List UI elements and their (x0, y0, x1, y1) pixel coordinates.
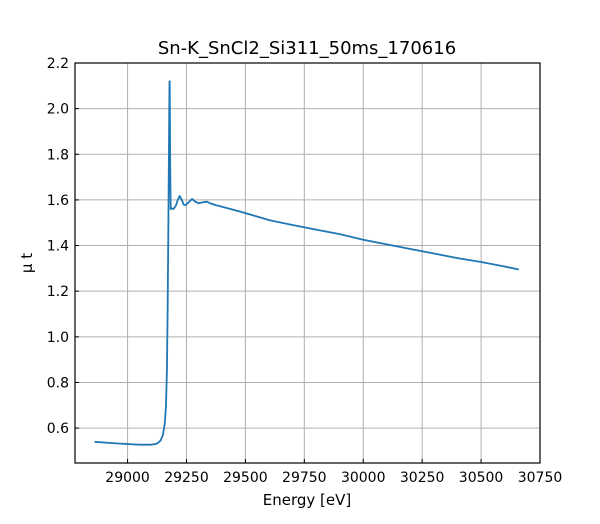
y-axis-ticks: 0.6 0.8 1.0 1.2 1.4 1.6 1.8 2.0 2.2 (47, 56, 79, 437)
y-tick-label: 1.2 (47, 284, 69, 300)
x-tick-label: 29000 (105, 470, 150, 486)
y-tick-label: 1.4 (47, 239, 69, 255)
y-tick-label: 0.8 (47, 375, 69, 391)
y-axis-label: μ t (18, 253, 36, 273)
y-tick-label: 2.2 (47, 56, 69, 72)
plot-frame (74, 62, 541, 464)
x-tick-label: 29250 (164, 470, 209, 486)
x-tick-label: 29750 (282, 470, 327, 486)
x-tick-label: 30750 (518, 470, 563, 486)
y-tick-label: 1.8 (47, 147, 69, 163)
x-axis-ticks: 29000 29250 29500 29750 30000 30250 30500 30750 (105, 459, 562, 486)
x-axis-label: Energy [eV] (263, 491, 351, 509)
grid-lines (75, 62, 541, 463)
y-tick-label: 2.0 (47, 102, 69, 118)
y-tick-label: 1.0 (47, 330, 69, 346)
series-line (94, 80, 519, 446)
y-tick-label: 1.6 (47, 193, 69, 209)
x-tick-label: 30000 (341, 470, 386, 486)
x-tick-label: 29500 (223, 470, 268, 486)
series-group (94, 80, 519, 446)
x-tick-label: 30500 (459, 470, 504, 486)
chart-title: Sn-K_SnCl2_Si311_50ms_170616 (158, 38, 456, 59)
x-tick-label: 30250 (400, 470, 445, 486)
y-tick-label: 0.6 (47, 421, 69, 437)
